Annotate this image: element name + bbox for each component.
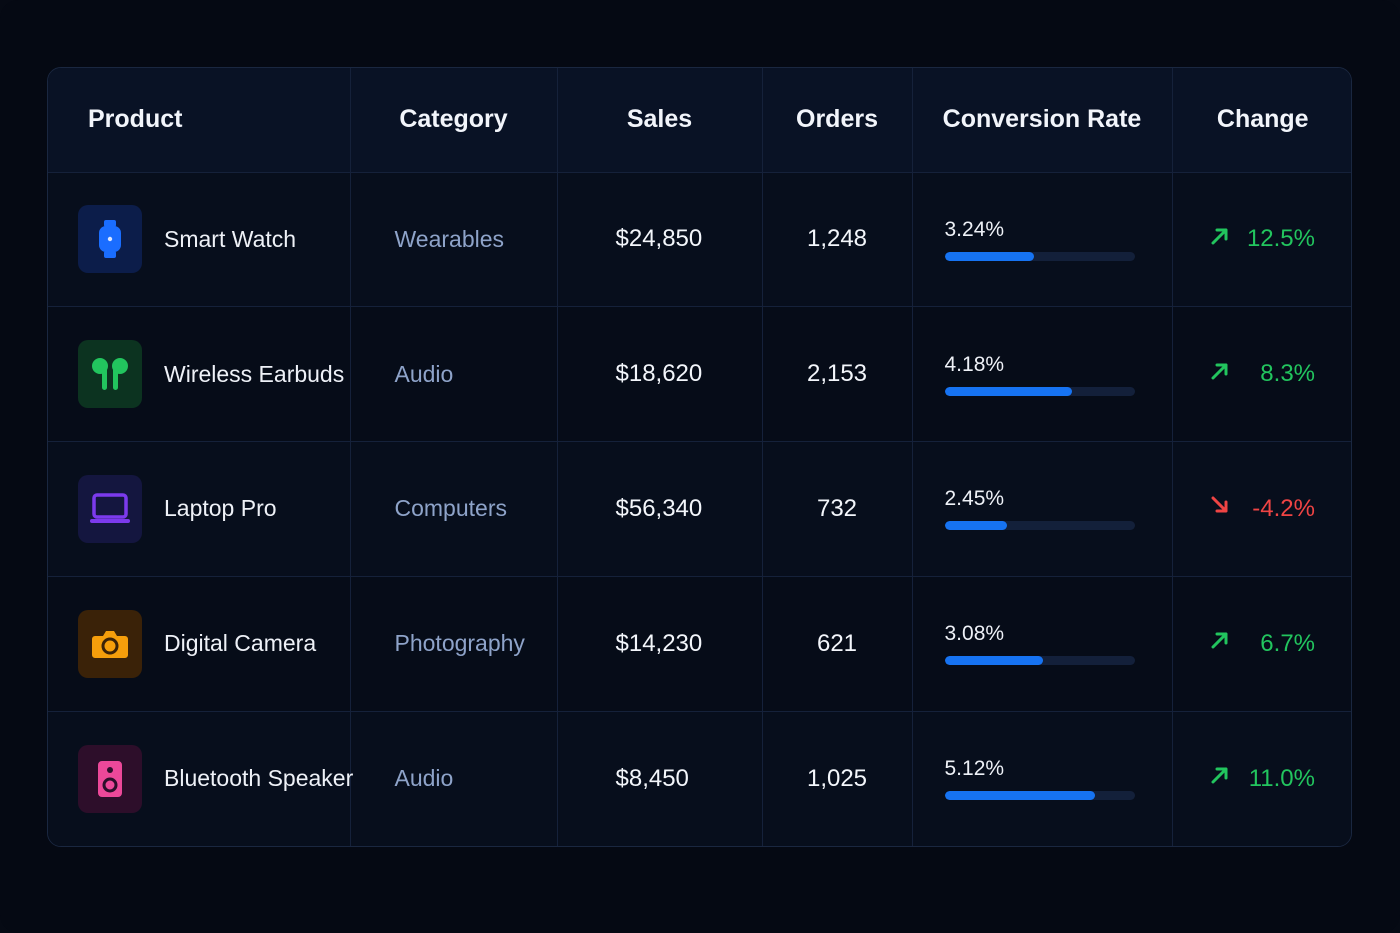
change-cell: 11.0%	[1172, 711, 1352, 846]
arrow-up-right-icon	[1209, 764, 1231, 793]
column-header-change[interactable]: Change	[1172, 68, 1351, 173]
sales-cell: $14,230	[557, 576, 763, 712]
arrow-up-right-icon	[1209, 360, 1231, 389]
conversion-progress-bar	[944, 656, 1135, 666]
product-cell: Wireless Earbuds	[48, 306, 351, 443]
category-cell: Audio	[350, 306, 558, 443]
change-info: 8.3%	[1173, 307, 1352, 441]
conversion-rate-value: 4.18%	[944, 352, 1005, 376]
product-name[interactable]: Laptop Pro	[164, 495, 277, 522]
sales-cell: $18,620	[557, 306, 763, 443]
header-row: Product Category Sales Orders Conversion…	[48, 68, 1351, 173]
column-header-sales[interactable]: Sales	[557, 68, 763, 173]
conversion-progress-fill	[944, 251, 1034, 261]
column-header-orders[interactable]: Orders	[762, 68, 913, 173]
category-cell: Computers	[350, 441, 558, 577]
orders-cell: 621	[762, 576, 913, 712]
sales-cell: $24,850	[557, 172, 763, 308]
change-cell: 12.5%	[1172, 172, 1352, 308]
change-info: 6.7%	[1173, 577, 1352, 711]
arrow-up-right-icon	[1209, 629, 1231, 658]
product-sales-table: Product Category Sales Orders Conversion…	[47, 67, 1352, 847]
category-cell: Audio	[350, 711, 558, 846]
column-header-product[interactable]: Product	[48, 68, 351, 173]
change-value: 12.5%	[1246, 225, 1315, 253]
orders-cell: 2,153	[762, 306, 913, 443]
conversion-progress-fill	[944, 521, 1008, 531]
conversion-progress-fill	[944, 656, 1044, 666]
conversion-rate-cell: 5.12%	[912, 711, 1173, 846]
watch-icon	[78, 205, 142, 274]
speaker-icon	[78, 744, 142, 813]
product-name[interactable]: Wireless Earbuds	[164, 360, 345, 387]
change-value: 6.7%	[1260, 629, 1315, 657]
change-info: 11.0%	[1173, 712, 1352, 846]
arrow-down-right-icon	[1209, 494, 1231, 523]
table-row[interactable]: Wireless Earbuds Audio $18,620 2,153 4.18% 8.…	[48, 306, 1352, 443]
conversion-progress-fill	[944, 386, 1072, 396]
change-info: 12.5%	[1173, 173, 1352, 307]
product-cell: Smart Watch	[48, 172, 351, 308]
camera-icon	[78, 609, 142, 678]
product-info: Laptop Pro	[48, 442, 350, 576]
category-cell: Photography	[350, 576, 558, 712]
change-cell: 8.3%	[1172, 306, 1352, 443]
table-row[interactable]: Bluetooth Speaker Audio $8,450 1,025 5.12% 11…	[48, 711, 1352, 846]
product-name[interactable]: Digital Camera	[164, 630, 317, 657]
conversion-progress-bar	[944, 521, 1135, 531]
conversion-rate-value: 3.24%	[944, 217, 1005, 241]
product-cell: Bluetooth Speaker	[48, 711, 354, 846]
change-value: 8.3%	[1260, 360, 1315, 388]
conversion-progress-bar	[944, 791, 1135, 801]
conversion-rate-cell: 4.18%	[912, 306, 1173, 443]
table-row[interactable]: Laptop Pro Computers $56,340 732 2.45% -4.2%	[48, 441, 1352, 577]
product-info: Digital Camera	[48, 577, 350, 711]
change-value: -4.2%	[1252, 494, 1315, 522]
product-info: Bluetooth Speaker	[48, 712, 354, 846]
product-cell: Laptop Pro	[48, 441, 351, 577]
sales-cell: $56,340	[557, 441, 763, 577]
change-info: -4.2%	[1173, 442, 1352, 576]
data-table: Product Category Sales Orders Conversion…	[48, 68, 1352, 846]
conversion-rate-cell: 3.24%	[912, 172, 1173, 308]
orders-cell: 1,248	[762, 172, 913, 308]
earbuds-icon	[78, 340, 142, 409]
orders-cell: 1,025	[762, 711, 913, 846]
table-header: Product Category Sales Orders Conversion…	[48, 68, 1351, 173]
product-name[interactable]: Smart Watch	[164, 225, 297, 252]
laptop-icon	[78, 474, 142, 543]
sales-cell: $8,450	[557, 711, 763, 846]
conversion-progress-bar	[944, 251, 1135, 261]
conversion-progress-bar	[944, 386, 1135, 396]
table-row[interactable]: Digital Camera Photography $14,230 621 3.08%…	[48, 576, 1352, 712]
column-header-category[interactable]: Category	[350, 68, 558, 173]
product-name[interactable]: Bluetooth Speaker	[164, 765, 354, 792]
category-cell: Wearables	[350, 172, 558, 308]
conversion-rate-value: 3.08%	[944, 622, 1005, 646]
change-cell: 6.7%	[1172, 576, 1352, 712]
change-value: 11.0%	[1248, 764, 1315, 792]
conversion-progress-fill	[944, 791, 1095, 801]
conversion-rate-value: 2.45%	[944, 487, 1005, 511]
product-info: Wireless Earbuds	[48, 307, 350, 441]
conversion-rate-cell: 2.45%	[912, 441, 1173, 577]
conversion-rate-value: 5.12%	[944, 757, 1005, 781]
table-row[interactable]: Smart Watch Wearables $24,850 1,248 3.24% 12.…	[48, 172, 1352, 308]
product-info: Smart Watch	[48, 173, 350, 307]
conversion-rate-cell: 3.08%	[912, 576, 1173, 712]
table-body: Smart Watch Wearables $24,850 1,248 3.24% 12.…	[48, 172, 1352, 846]
change-cell: -4.2%	[1172, 441, 1352, 577]
column-header-conversion-rate[interactable]: Conversion Rate	[912, 68, 1173, 173]
product-cell: Digital Camera	[48, 576, 351, 712]
arrow-up-right-icon	[1209, 225, 1231, 254]
orders-cell: 732	[762, 441, 913, 577]
